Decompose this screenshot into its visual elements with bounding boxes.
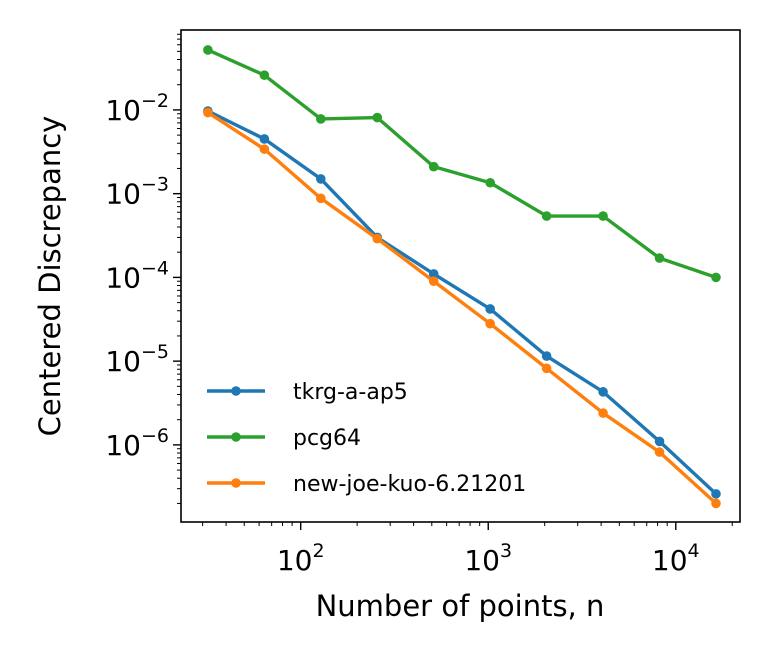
legend-marker xyxy=(231,386,241,396)
data-point xyxy=(541,351,552,361)
series-layer xyxy=(203,45,721,509)
legend-label: pcg64 xyxy=(293,426,361,451)
data-point xyxy=(541,211,552,221)
major-ticks: 102 103 104 10−6 10−5 10−4 10−3 10−2 xyxy=(105,90,699,577)
y-tick-label: 10−3 xyxy=(105,174,169,211)
series-line xyxy=(206,48,718,280)
data-point xyxy=(203,45,213,55)
data-point xyxy=(485,177,495,188)
data-point xyxy=(428,276,439,287)
data-point xyxy=(372,112,383,123)
y-tick-label: 10−4 xyxy=(105,257,169,294)
data-point xyxy=(711,498,721,509)
data-point xyxy=(428,269,439,279)
legend-item: tkrg-a-ap5 xyxy=(207,380,408,405)
series-new-joe-kuo-6.21201 xyxy=(203,107,721,509)
data-point xyxy=(259,70,270,80)
data-point xyxy=(259,144,270,154)
x-tick-label: 102 xyxy=(277,540,325,577)
data-point xyxy=(316,174,326,184)
y-tick-label: 10−2 xyxy=(105,90,169,127)
data-point xyxy=(203,107,213,118)
series-tkrg-a-ap5 xyxy=(203,106,721,499)
data-point xyxy=(428,161,439,172)
data-point xyxy=(654,447,665,457)
y-tick-label: 10−6 xyxy=(105,425,169,462)
data-point xyxy=(598,211,608,221)
x-tick-label: 104 xyxy=(652,540,700,577)
data-point xyxy=(316,193,326,204)
data-point xyxy=(485,304,495,314)
x-tick-label: 103 xyxy=(464,540,512,577)
plot-frame xyxy=(180,29,741,523)
data-point xyxy=(316,114,326,124)
series-line xyxy=(206,110,718,506)
x-axis-label: Number of points, n xyxy=(316,589,605,623)
legend-item: new-joe-kuo-6.21201 xyxy=(207,472,526,497)
data-point xyxy=(541,363,552,374)
legend-marker xyxy=(231,432,241,442)
data-point xyxy=(598,408,608,418)
data-point xyxy=(259,134,270,144)
data-point xyxy=(654,253,665,263)
y-axis-label: Centered Discrepancy xyxy=(33,116,67,437)
data-point xyxy=(598,387,608,397)
data-point xyxy=(485,318,495,329)
data-point xyxy=(372,233,383,244)
data-point xyxy=(711,489,721,499)
data-point xyxy=(654,436,665,447)
series-pcg64 xyxy=(203,45,721,283)
legend-label: new-joe-kuo-6.21201 xyxy=(293,472,526,497)
series-line xyxy=(206,109,718,496)
legend-marker xyxy=(231,478,241,488)
legend-item: pcg64 xyxy=(207,426,361,451)
y-tick-label: 10−5 xyxy=(105,341,169,378)
legend-label: tkrg-a-ap5 xyxy=(293,380,408,405)
legend: tkrg-a-ap5 pcg64 new-joe-kuo-6.21201 xyxy=(207,380,526,497)
data-point xyxy=(711,272,721,283)
